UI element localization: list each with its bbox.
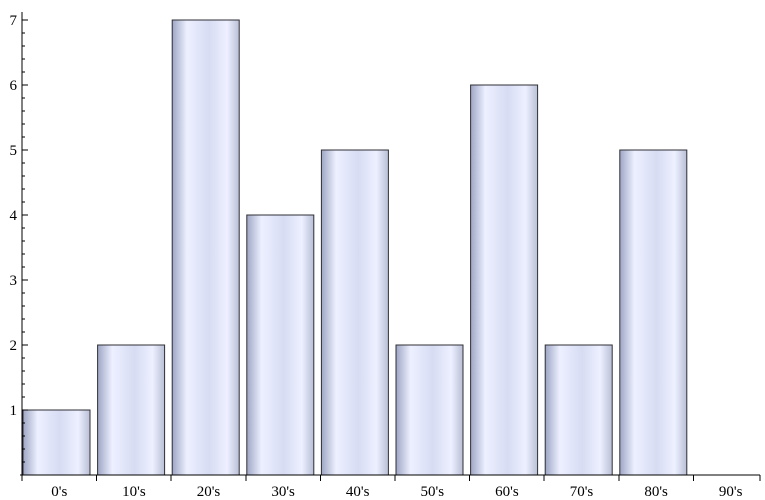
bar-60's <box>470 84 539 476</box>
x-tick-label: 80's <box>644 484 668 500</box>
x-tick-label: 60's <box>495 484 519 500</box>
x-tick-label: 10's <box>122 484 146 500</box>
x-tick-label: 70's <box>570 484 594 500</box>
x-tick-label: 20's <box>197 484 221 500</box>
bars-group <box>22 19 688 476</box>
x-axis: 0's 10's 20's 30's 40's 50's 60's 70's 80's 90's <box>20 474 761 500</box>
x-tick-label: 50's <box>421 484 445 500</box>
y-axis: 1 2 3 4 5 6 7 <box>10 12 28 475</box>
y-tick-label: 3 <box>10 273 18 289</box>
bar-10's <box>97 344 166 476</box>
y-tick-label: 5 <box>10 143 18 159</box>
y-tick-label: 2 <box>10 338 18 354</box>
x-tick-label: 30's <box>271 484 295 500</box>
bar-0's <box>22 409 91 476</box>
x-tick-label: 90's <box>719 484 743 500</box>
bar-70's <box>544 344 613 476</box>
bar-80's <box>619 149 688 476</box>
x-tick-label: 40's <box>346 484 370 500</box>
bar-40's <box>320 149 389 476</box>
bar-50's <box>395 344 464 476</box>
y-tick-label: 1 <box>10 403 18 419</box>
y-tick-label: 7 <box>10 13 18 29</box>
bar-20's <box>171 19 240 476</box>
y-tick-label: 4 <box>10 208 18 224</box>
bar-30's <box>246 214 315 476</box>
x-tick-label: 0's <box>51 484 67 500</box>
y-tick-label: 6 <box>10 78 18 94</box>
